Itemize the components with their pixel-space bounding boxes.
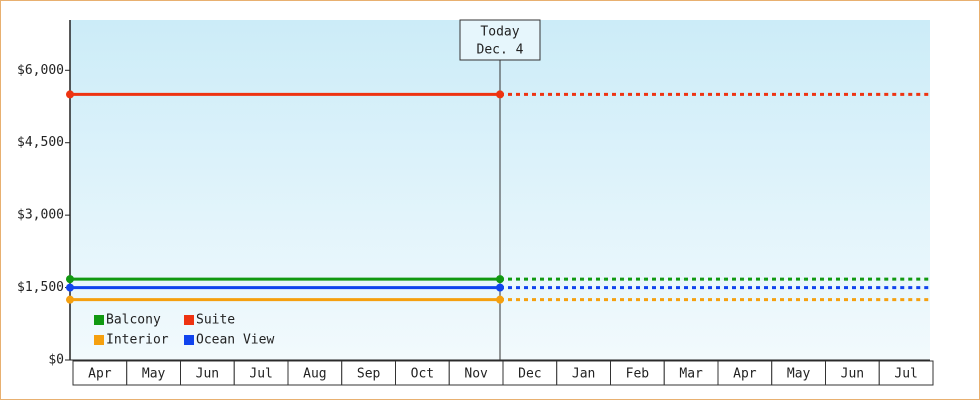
y-tick-label: $0 (48, 353, 64, 368)
point (496, 295, 504, 304)
x-tick-label: Mar (679, 367, 703, 382)
legend-swatch (184, 335, 194, 345)
y-tick-label: $6,000 (17, 63, 64, 78)
x-tick-cell (448, 360, 504, 386)
x-tick-cell (717, 360, 773, 386)
point (496, 90, 504, 99)
x-tick-label: Dec (518, 367, 541, 382)
x-tick-cell (287, 360, 343, 386)
legend-swatch (94, 335, 104, 345)
legend-swatch (94, 315, 104, 325)
x-tick-cell (72, 360, 128, 386)
point (66, 275, 74, 284)
legend-label: Suite (196, 313, 235, 328)
legend-label: Balcony (106, 313, 161, 328)
x-tick-label: Sep (357, 367, 381, 382)
x-tick-label: Jun (841, 367, 864, 382)
today-date: Dec. 4 (477, 43, 524, 58)
x-tick-label: May (142, 367, 166, 382)
x-tick-label: Apr (88, 367, 112, 382)
x-tick-cell (878, 360, 934, 386)
point (496, 275, 504, 284)
x-tick-label: Jul (249, 367, 272, 382)
legend-swatch (184, 315, 194, 325)
point (66, 295, 74, 304)
point (496, 283, 504, 292)
today-label: Today (480, 25, 519, 40)
x-tick-cell (502, 360, 558, 386)
point (66, 90, 74, 99)
y-tick-label: $3,000 (17, 208, 64, 223)
x-tick-label: Jan (572, 367, 595, 382)
x-tick-label: Feb (626, 367, 650, 382)
x-tick-cell (825, 360, 880, 386)
x-tick-label: Aug (303, 367, 326, 382)
legend-label: Ocean View (196, 333, 274, 348)
x-tick-label: Oct (411, 367, 434, 382)
x-tick-label: Apr (733, 367, 757, 382)
x-tick-cell (126, 360, 181, 386)
x-tick-label: May (787, 367, 811, 382)
y-tick-label: $4,500 (17, 135, 64, 150)
x-tick-label: Jul (894, 367, 917, 382)
y-tick-label: $1,500 (17, 280, 64, 295)
legend-label: Interior (106, 333, 169, 348)
x-tick-cell (771, 360, 826, 386)
point (66, 283, 74, 292)
x-tick-cell (180, 360, 235, 386)
x-tick-cell (663, 360, 719, 386)
x-tick-cell (556, 360, 611, 386)
x-tick-cell (233, 360, 289, 386)
x-tick-cell (341, 360, 396, 386)
x-tick-label: Jun (196, 367, 219, 382)
today-box (459, 19, 541, 61)
x-tick-cell (395, 360, 450, 386)
x-tick-label: Nov (464, 367, 488, 382)
